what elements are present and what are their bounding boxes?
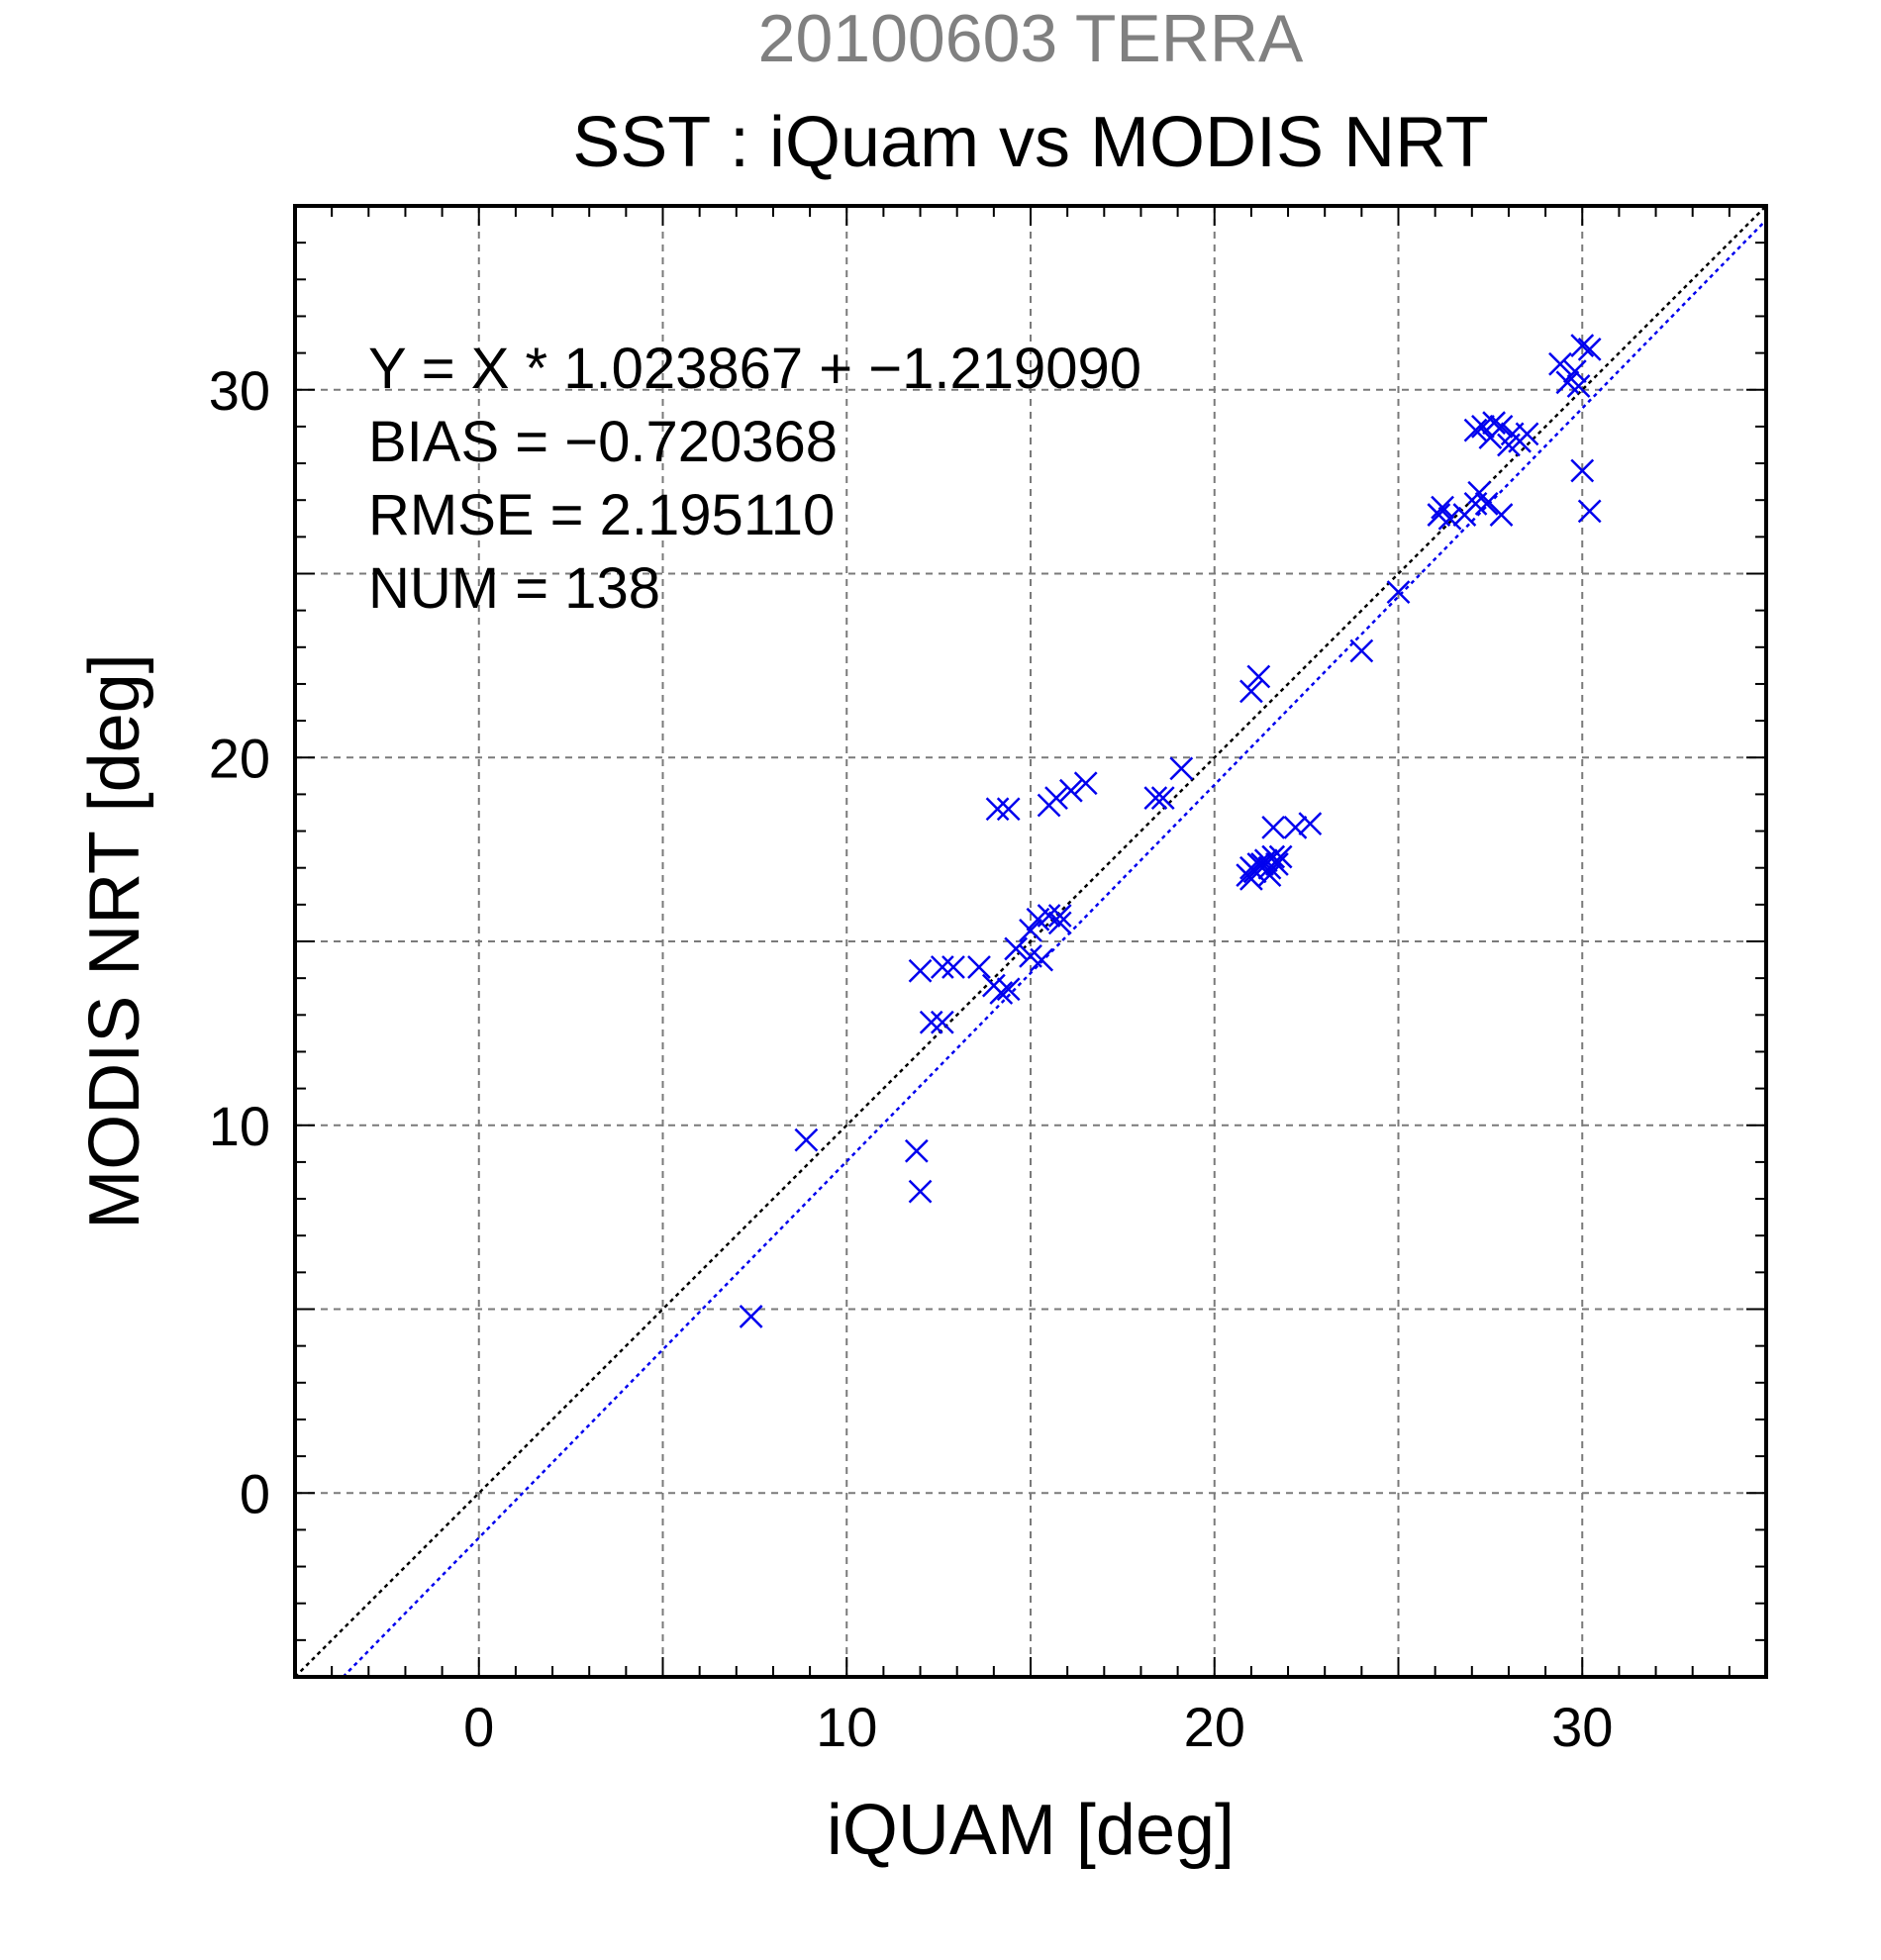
plot-frame — [293, 204, 1768, 1679]
data-point — [1047, 911, 1072, 935]
data-point — [1047, 904, 1072, 928]
regression-line — [342, 219, 1767, 1678]
x-tick-label: 10 — [816, 1696, 877, 1758]
data-point — [1489, 503, 1514, 527]
data-point — [1169, 756, 1194, 781]
y-tick-label: 20 — [209, 727, 270, 789]
data-point — [967, 955, 991, 979]
stats-annotation: RMSE = 2.195110 — [368, 483, 835, 547]
data-point — [1019, 918, 1042, 942]
data-point — [1482, 411, 1506, 436]
data-point — [1515, 422, 1539, 446]
chart-subtitle: 20100603 TERRA — [758, 1, 1304, 76]
data-point — [1257, 863, 1282, 888]
y-axis-label: MODIS NRT [deg] — [75, 653, 154, 1229]
data-point — [985, 797, 1010, 822]
y-tick-label: 10 — [209, 1095, 270, 1157]
data-point — [1058, 778, 1083, 803]
stats-annotation: Y = X * 1.023867 + −1.219090 — [368, 337, 1141, 401]
data-point — [1386, 580, 1411, 604]
data-point — [1570, 458, 1595, 483]
y-tick-label: 0 — [240, 1462, 270, 1524]
reference-lines — [294, 205, 1767, 1678]
data-point — [1497, 433, 1521, 457]
data-point — [1239, 866, 1263, 891]
data-point — [941, 955, 965, 979]
data-point — [1463, 418, 1488, 442]
one-to-one-line — [294, 205, 1767, 1678]
data-point — [1431, 495, 1454, 520]
data-point — [1239, 679, 1263, 704]
data-point — [1349, 638, 1374, 663]
data-point — [1268, 844, 1293, 869]
y-tick-label: 30 — [209, 359, 270, 422]
data-points — [739, 334, 1602, 1328]
data-point — [996, 797, 1021, 822]
grid-lines — [295, 206, 1766, 1677]
data-point — [1478, 426, 1503, 449]
data-point — [1570, 334, 1595, 358]
data-point — [1030, 947, 1054, 972]
data-point — [739, 1305, 763, 1328]
data-point — [1073, 771, 1098, 796]
data-point — [794, 1127, 819, 1152]
data-point — [1437, 506, 1462, 531]
data-point — [1265, 852, 1289, 876]
stats-annotation: BIAS = −0.720368 — [368, 410, 838, 474]
data-point — [908, 1179, 933, 1204]
data-point — [1577, 499, 1602, 524]
data-point — [908, 958, 933, 983]
data-point — [1044, 786, 1068, 810]
data-point — [1283, 815, 1308, 839]
data-point — [1143, 786, 1168, 810]
data-point — [1577, 338, 1602, 361]
data-point — [1004, 936, 1029, 961]
data-point — [996, 977, 1021, 1002]
chart-title: SST : iQuam vs MODIS NRT — [572, 103, 1489, 182]
x-tick-label: 0 — [463, 1696, 494, 1758]
data-point — [1261, 815, 1286, 839]
data-point — [919, 1010, 943, 1034]
data-point — [1548, 351, 1572, 376]
data-point — [904, 1138, 929, 1163]
x-tick-label: 30 — [1551, 1696, 1613, 1758]
data-point — [1467, 480, 1492, 505]
x-axis-label: iQUAM [deg] — [827, 1791, 1235, 1870]
data-point — [1246, 664, 1271, 689]
data-point — [1474, 492, 1499, 516]
data-point — [989, 981, 1014, 1005]
data-point — [1566, 374, 1591, 398]
data-point — [1261, 844, 1286, 869]
data-point — [930, 1010, 954, 1034]
stats-annotations: Y = X * 1.023867 + −1.219090 BIAS = −0.72… — [368, 337, 1141, 621]
stats-annotation: NUM = 138 — [368, 556, 660, 621]
tick-labels: 0 10 20 30 0 10 20 30 — [209, 359, 1614, 1758]
x-tick-label: 20 — [1184, 1696, 1245, 1758]
data-point — [930, 955, 954, 979]
data-point — [1037, 904, 1061, 928]
data-point — [1298, 812, 1323, 836]
data-point — [1562, 359, 1587, 384]
data-point — [1150, 786, 1175, 810]
